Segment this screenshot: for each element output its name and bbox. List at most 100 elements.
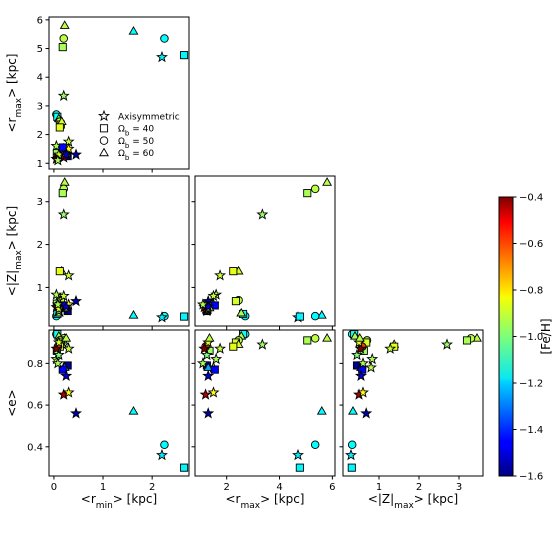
point-star-22 [360, 407, 373, 419]
colorbar-tick-label: −0.6 [519, 239, 543, 250]
point-star-16 [366, 352, 379, 365]
point-star-15 [214, 342, 227, 354]
point-star-31 [357, 357, 369, 369]
x-tick: 1 [376, 476, 382, 493]
point-star-6 [156, 448, 168, 461]
point-star-6 [345, 448, 357, 461]
colorbar-tick-label: −0.4 [519, 193, 543, 204]
y-tick-label: 1 [37, 283, 43, 294]
colorbar-tick: −1.4 [513, 425, 543, 436]
point-square-12 [231, 297, 240, 306]
y-axis-label-zmax: <|Z|max> [kpc] [5, 206, 24, 296]
x-tick: 2 [416, 476, 422, 493]
point-star-30 [355, 369, 367, 381]
y-tick: 3 [37, 197, 49, 208]
x-tick-label: 2 [416, 482, 422, 493]
point-square-2 [58, 189, 67, 198]
point-star-6 [292, 448, 304, 461]
point-square-14 [229, 342, 238, 351]
x-tick: 2 [149, 476, 155, 493]
point-star-22 [70, 148, 82, 160]
point-circle-5 [160, 440, 169, 449]
point-star-3 [57, 208, 70, 220]
y-tick: 0.8 [27, 359, 49, 370]
colorbar-tick: −0.4 [513, 193, 543, 204]
legend-entry-square: Ωb = 40 [99, 124, 154, 138]
point-square-7 [180, 463, 189, 472]
point-star-17 [57, 289, 70, 302]
x-tick-label: 2 [149, 482, 155, 493]
point-square-7 [295, 312, 304, 321]
point-circle-1 [59, 34, 68, 43]
panel-zmax-vs-e: 1 2 3<|Z|max> [kpc] [339, 329, 484, 511]
panel-rmax-vs-e: 2 4 6 <rmax> [kpc] [191, 329, 336, 511]
point-circle-1 [310, 184, 320, 194]
point-star-15 [384, 342, 397, 354]
point-star-22 [70, 407, 82, 419]
x-tick-label: 3 [456, 482, 462, 493]
panel-frame [48, 175, 190, 327]
scatter-points [50, 177, 189, 323]
colorbar-tick-label: −1.2 [519, 379, 543, 390]
point-triangle-4 [316, 309, 327, 319]
colorbar-tick: −1.2 [513, 379, 543, 390]
scatter-points [196, 329, 333, 472]
x-axis-label-rmax: <rmax> [kpc] [225, 492, 304, 511]
scatter-points [50, 20, 189, 166]
panels: 1 2 3 4 5 6 <rmax> [kpc] 1 2 3 <|Z|max> [kpc] 0 1 2 0.… [5, 15, 484, 511]
x-tick: 2 [224, 476, 230, 493]
point-triangle-0 [322, 177, 333, 186]
y-axis-label-rmax: <rmax> [kpc] [5, 53, 24, 132]
point-square-7 [295, 463, 304, 472]
panel-frame [194, 175, 336, 327]
scatter-points [196, 177, 333, 323]
x-tick: 4 [276, 476, 283, 493]
point-circle-5 [160, 34, 169, 43]
point-triangle-4 [316, 406, 327, 415]
colorbar-gradient [499, 197, 513, 476]
point-star-27 [50, 342, 63, 354]
point-square-2 [58, 43, 67, 52]
y-tick-label: 5 [37, 44, 43, 55]
point-star-30 [60, 300, 73, 312]
panel-rmax-vs-zmax [191, 175, 336, 330]
y-tick-label: 6 [37, 15, 43, 26]
scatter-points [50, 329, 189, 472]
point-circle-5 [310, 440, 320, 449]
point-square-7 [180, 51, 189, 60]
point-star-21 [52, 348, 65, 361]
y-tick: 1 [37, 159, 49, 170]
y-tick: 5 [37, 44, 49, 55]
point-triangle-0 [322, 333, 333, 342]
point-star-17 [207, 289, 220, 302]
point-triangle-0 [59, 177, 70, 186]
panel-frame [194, 329, 336, 477]
panel-rmin-vs-e: 0 1 2 0.4 0.6 0.8 <rmin> [kpc] <e> [5, 329, 190, 511]
point-star-31 [196, 357, 209, 369]
point-square-2 [303, 189, 312, 198]
point-star-15 [214, 269, 227, 281]
y-tick: 3 [37, 101, 49, 112]
point-star-30 [202, 369, 215, 381]
colorbar-label: [Fe/H] [539, 318, 553, 354]
point-triangle-29 [204, 333, 215, 342]
point-star-16 [210, 352, 223, 365]
point-star-31 [51, 154, 64, 166]
y-tick: 2 [37, 130, 49, 141]
point-circle-5 [310, 311, 320, 321]
legend-label: Ωb = 60 [118, 149, 154, 162]
legend-entry-circle: Ωb = 50 [99, 136, 154, 150]
point-square-14 [229, 267, 238, 276]
point-star-31 [51, 357, 64, 369]
x-tick-label: 0 [51, 482, 57, 493]
point-triangle-4 [128, 309, 139, 319]
point-square-25 [58, 365, 67, 374]
legend-circle-icon [99, 136, 109, 145]
x-tick: 3 [456, 476, 462, 493]
colorbar-tick: −0.8 [513, 286, 543, 297]
panel-frame [48, 16, 190, 170]
point-star-22 [70, 294, 82, 307]
point-star-30 [60, 148, 73, 160]
x-tick: 0 [51, 476, 57, 493]
